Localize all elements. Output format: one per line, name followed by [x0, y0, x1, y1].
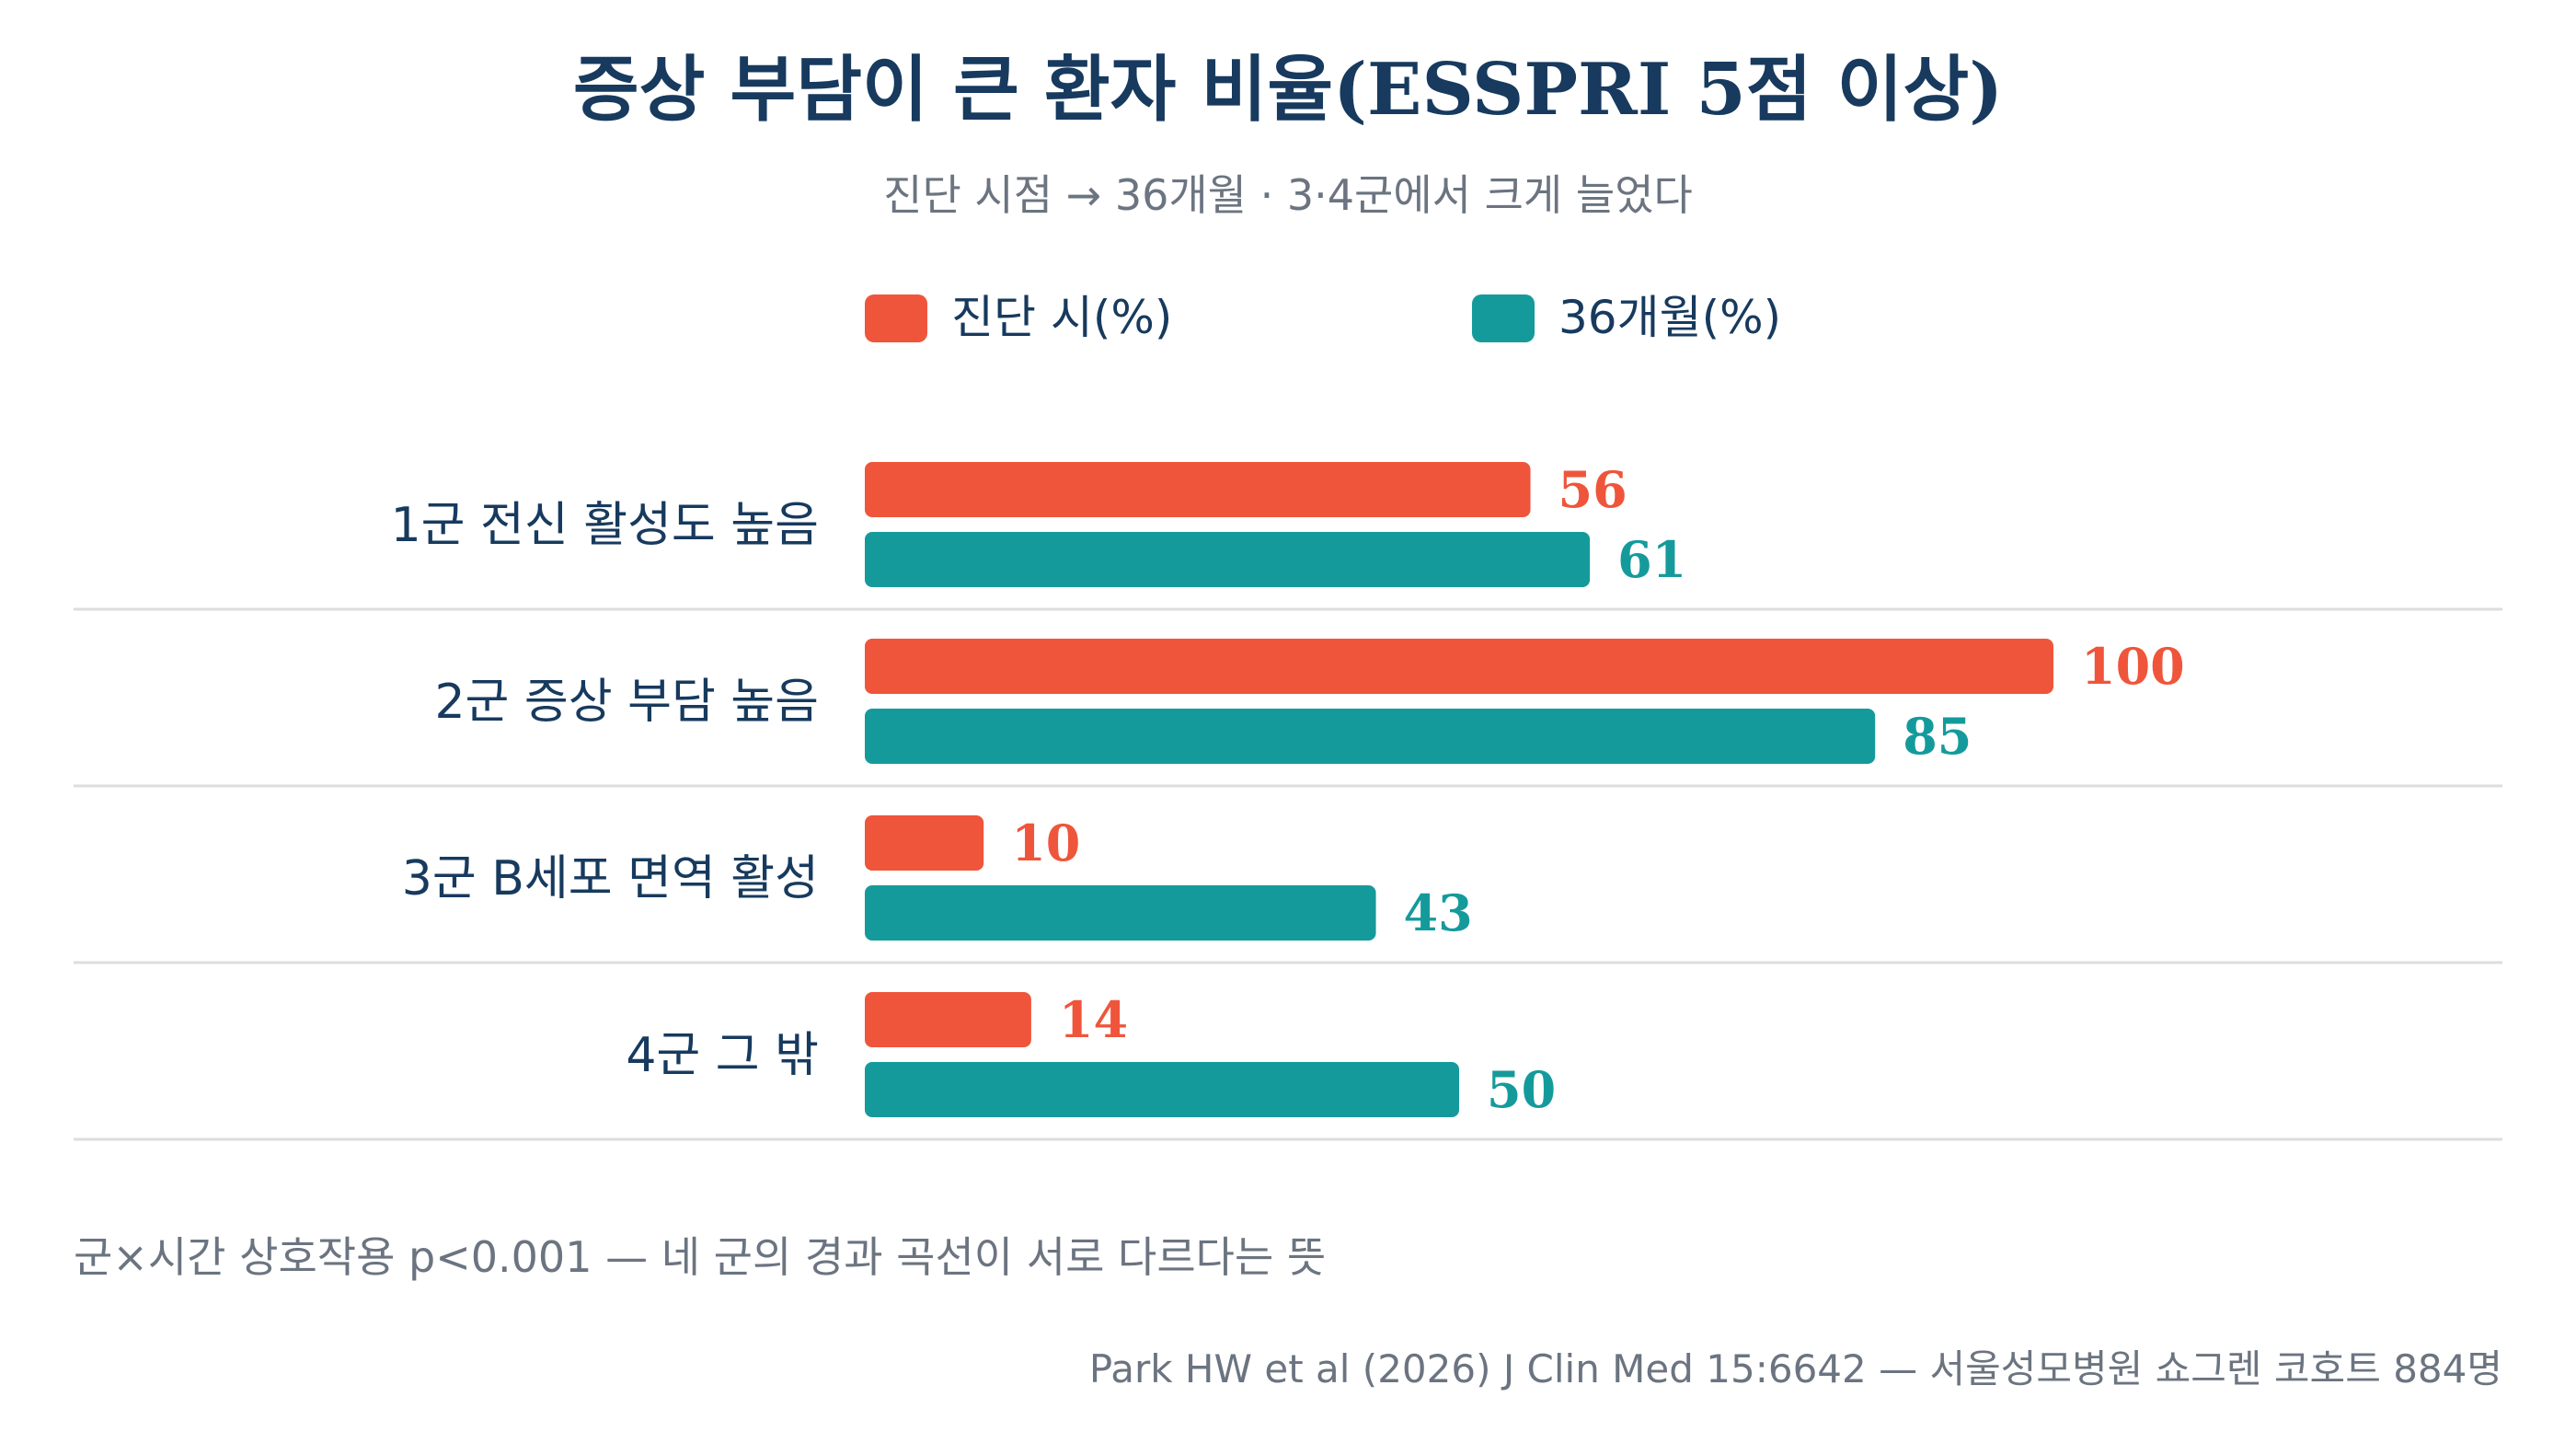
- chart-subtitle: 진단 시점 → 36개월 · 3·4군에서 크게 늘었다: [883, 170, 1693, 220]
- source-citation: Park HW et al (2026) J Clin Med 15:6642 …: [1089, 1346, 2502, 1391]
- category-label: 2군 증상 부담 높음: [434, 675, 819, 730]
- bar: [865, 532, 1591, 587]
- category-label: 3군 B세포 면역 활성: [402, 851, 819, 906]
- data-label: 43: [1404, 883, 1473, 942]
- bar: [865, 815, 984, 871]
- legend-item-diagnosis: 진단 시(%): [865, 291, 1172, 344]
- data-label: 85: [1903, 707, 1972, 766]
- plot-area: 1군 전신 활성도 높음 56 61 2군 증상 부담 높음 100 85 3군 B세포 면…: [74, 460, 2502, 1141]
- data-label: 10: [1011, 814, 1080, 872]
- bar: [865, 885, 1376, 941]
- legend-label-diagnosis: 진단 시(%): [951, 291, 1172, 344]
- data-label: 61: [1617, 530, 1686, 589]
- category-label: 1군 전신 활성도 높음: [391, 498, 819, 553]
- bar: [865, 1062, 1459, 1117]
- data-label: 14: [1059, 990, 1128, 1049]
- data-label: 56: [1558, 460, 1627, 519]
- category-label: 4군 그 밖: [626, 1028, 819, 1083]
- data-label: 50: [1487, 1060, 1556, 1119]
- footnote: 군×시간 상호작용 p<0.001 — 네 군의 경과 곡선이 서로 다르다는 …: [74, 1232, 1326, 1282]
- bar: [865, 709, 1876, 764]
- bar: [865, 639, 2053, 694]
- bar: [865, 462, 1531, 517]
- data-label: 100: [2081, 637, 2185, 696]
- bar: [865, 992, 1031, 1047]
- legend-swatch-36-months: [1472, 294, 1535, 342]
- legend-swatch-diagnosis: [865, 294, 927, 342]
- legend-item-36-months: 36개월(%): [1472, 291, 1781, 344]
- chart-title: 증상 부담이 큰 환자 비율(ESSPRI 5점 이상): [573, 48, 2003, 132]
- legend: 진단 시(%) 36개월(%): [865, 291, 1781, 344]
- legend-label-36-months: 36개월(%): [1558, 291, 1781, 344]
